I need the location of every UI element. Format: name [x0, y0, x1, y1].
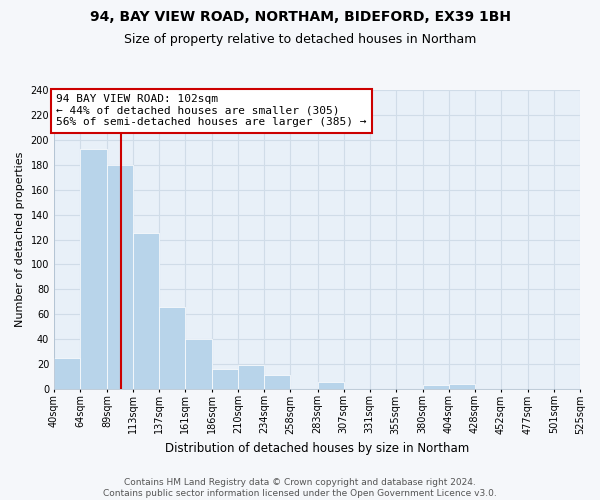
Bar	[449, 384, 475, 388]
Text: Size of property relative to detached houses in Northam: Size of property relative to detached ho…	[124, 32, 476, 46]
Bar	[54, 358, 80, 388]
Bar	[133, 234, 159, 388]
Text: Contains HM Land Registry data © Crown copyright and database right 2024.
Contai: Contains HM Land Registry data © Crown c…	[103, 478, 497, 498]
Bar	[317, 382, 344, 388]
X-axis label: Distribution of detached houses by size in Northam: Distribution of detached houses by size …	[165, 442, 469, 455]
Bar	[265, 375, 290, 388]
Bar	[212, 368, 238, 388]
Bar	[423, 385, 449, 388]
Bar	[80, 149, 107, 388]
Text: 94 BAY VIEW ROAD: 102sqm
← 44% of detached houses are smaller (305)
56% of semi-: 94 BAY VIEW ROAD: 102sqm ← 44% of detach…	[56, 94, 367, 128]
Bar	[107, 165, 133, 388]
Y-axis label: Number of detached properties: Number of detached properties	[15, 152, 25, 327]
Bar	[238, 365, 265, 388]
Bar	[159, 306, 185, 388]
Text: 94, BAY VIEW ROAD, NORTHAM, BIDEFORD, EX39 1BH: 94, BAY VIEW ROAD, NORTHAM, BIDEFORD, EX…	[89, 10, 511, 24]
Bar	[185, 339, 212, 388]
